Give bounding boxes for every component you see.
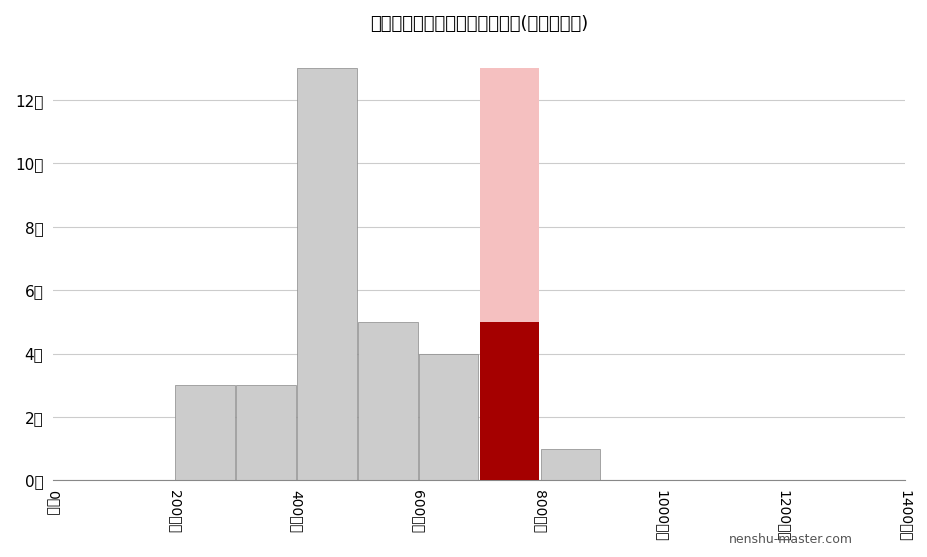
Text: nenshu-master.com: nenshu-master.com (729, 533, 853, 546)
Bar (298, 69, 357, 480)
Bar (540, 449, 600, 480)
Bar (358, 322, 417, 480)
Bar (236, 385, 296, 480)
Title: 本田技研工業の年収ポジション(自動車業内): 本田技研工業の年収ポジション(自動車業内) (370, 15, 588, 33)
Bar (479, 322, 540, 480)
Bar (175, 385, 235, 480)
Bar (479, 69, 540, 480)
Bar (419, 354, 478, 480)
